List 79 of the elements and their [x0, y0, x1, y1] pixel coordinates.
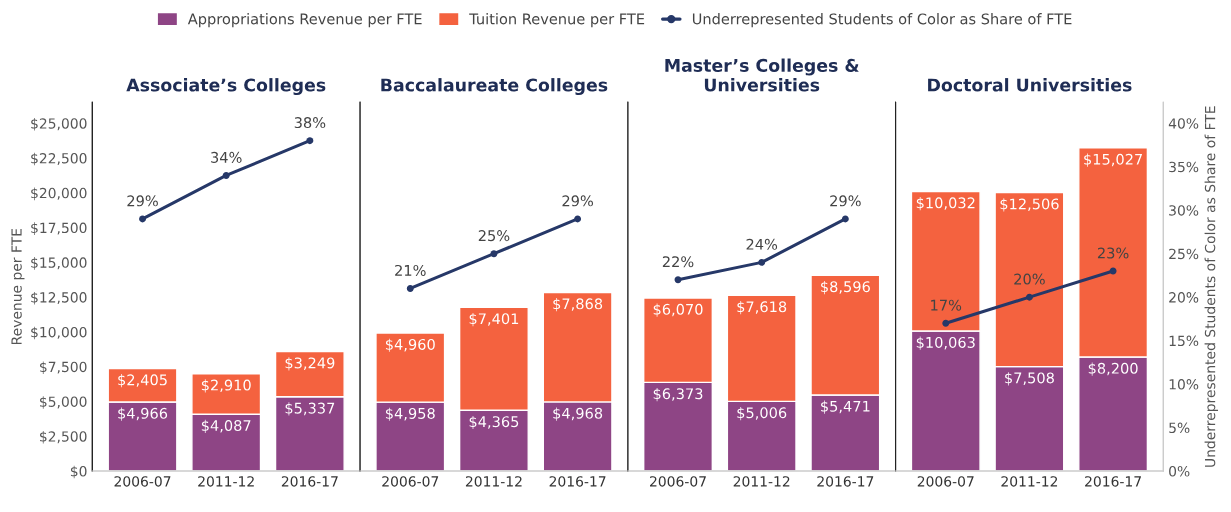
- y2-tick-label: 0%: [1169, 466, 1190, 477]
- y2-tick-label: 30%: [1169, 205, 1199, 216]
- data-label: $7,868: [553, 298, 603, 312]
- data-label: $6,373: [653, 387, 703, 402]
- data-label: 25%: [478, 230, 510, 242]
- y-tick-label: $10,000: [31, 326, 87, 340]
- y-axis-title: Revenue per FTE: [11, 228, 25, 345]
- x-tick-label: 2011-12: [198, 476, 254, 487]
- data-label: 29%: [830, 195, 861, 207]
- x-tick-label: 2011-12: [465, 476, 522, 487]
- data-label: $15,027: [1084, 153, 1142, 167]
- x-tick-label: 2016-17: [549, 476, 606, 487]
- data-label: 29%: [127, 195, 158, 207]
- x-tick-label: 2006-07: [917, 476, 974, 487]
- x-tick-label: 2006-07: [114, 476, 171, 487]
- y-tick-label: $20,000: [31, 187, 87, 201]
- data-label: $10,063: [916, 336, 975, 350]
- chart-title: Associate’s Colleges: [126, 78, 326, 96]
- chart-title: Master’s Colleges & Universities: [665, 58, 859, 92]
- data-label: 20%: [1014, 273, 1045, 285]
- data-label: $7,508: [1005, 372, 1054, 386]
- point: [1025, 293, 1033, 301]
- y-tick-label: $0: [70, 465, 87, 479]
- data-label: $7,401: [469, 312, 519, 327]
- data-label: $4,968: [553, 407, 603, 421]
- y2-tick-label: 40%: [1168, 118, 1199, 129]
- data-label: $5,337: [285, 402, 335, 416]
- y-tick-label: $25,000: [31, 117, 87, 131]
- x-tick-label: 2016-17: [281, 476, 338, 487]
- data-label: $4,958: [385, 407, 435, 421]
- data-label: 29%: [562, 195, 594, 207]
- legend-label: Underrepresented Students of Color as Share of FTE: [692, 13, 1072, 28]
- legend-label: Tuition Revenue per FTE: [469, 13, 645, 28]
- data-label: $2,910: [201, 379, 251, 393]
- data-label: $4,960: [385, 338, 435, 352]
- x-tick-label: 2011-12: [1001, 476, 1058, 487]
- data-label: $5,471: [821, 400, 870, 414]
- chart-title: Baccalaureate Colleges: [381, 78, 608, 96]
- y2-tick-label: 35%: [1169, 161, 1199, 173]
- chart-title: Doctoral Universities: [928, 78, 1132, 92]
- data-label: 17%: [931, 299, 962, 311]
- y2-axis-title: Underrepresented Students of Color as Share of FTE: [1204, 106, 1219, 467]
- data-label: $4,966: [118, 407, 168, 421]
- y2-tick-label: 15%: [1169, 335, 1199, 347]
- y2-tick-label: 20%: [1169, 292, 1199, 303]
- data-label: 21%: [395, 264, 426, 276]
- data-label: $4,365: [469, 415, 519, 430]
- y-tick-label: $5,000: [40, 396, 87, 409]
- data-label: $7,618: [737, 300, 787, 315]
- data-label: $12,506: [1000, 198, 1059, 212]
- y-tick-label: $7,500: [40, 361, 87, 375]
- data-label: $6,070: [653, 303, 703, 317]
- x-tick-label: 2016-17: [1085, 476, 1141, 487]
- y-tick-label: $2,500: [40, 430, 87, 444]
- data-label: $10,032: [916, 197, 975, 211]
- y-tick-label: $17,500: [31, 222, 87, 235]
- y-tick-label: $15,000: [31, 257, 87, 270]
- point: [942, 319, 950, 327]
- data-label: $8,200: [1088, 362, 1138, 376]
- data-label: 24%: [746, 238, 778, 250]
- y-tick-label: $22,500: [31, 152, 87, 166]
- y2-tick-label: 5%: [1169, 422, 1190, 434]
- data-label: $5,006: [737, 406, 787, 421]
- data-label: $3,249: [285, 357, 335, 371]
- y-tick-label: $12,500: [31, 291, 87, 305]
- x-tick-label: 2006-07: [382, 476, 439, 487]
- y2-tick-label: 25%: [1169, 248, 1199, 260]
- data-label: 22%: [662, 256, 694, 268]
- data-label: 38%: [294, 117, 326, 129]
- data-label: $2,405: [118, 374, 167, 388]
- data-label: $4,087: [201, 419, 251, 433]
- data-label: $8,596: [821, 280, 870, 295]
- data-label: 34%: [211, 151, 242, 163]
- legend-label: Appropriations Revenue per FTE: [187, 13, 422, 28]
- x-tick-label: 2016-17: [817, 476, 874, 487]
- x-tick-label: 2011-12: [733, 476, 790, 487]
- y2-tick-label: 10%: [1169, 379, 1199, 390]
- data-label: 23%: [1097, 247, 1129, 259]
- x-tick-label: 2006-07: [650, 476, 706, 487]
